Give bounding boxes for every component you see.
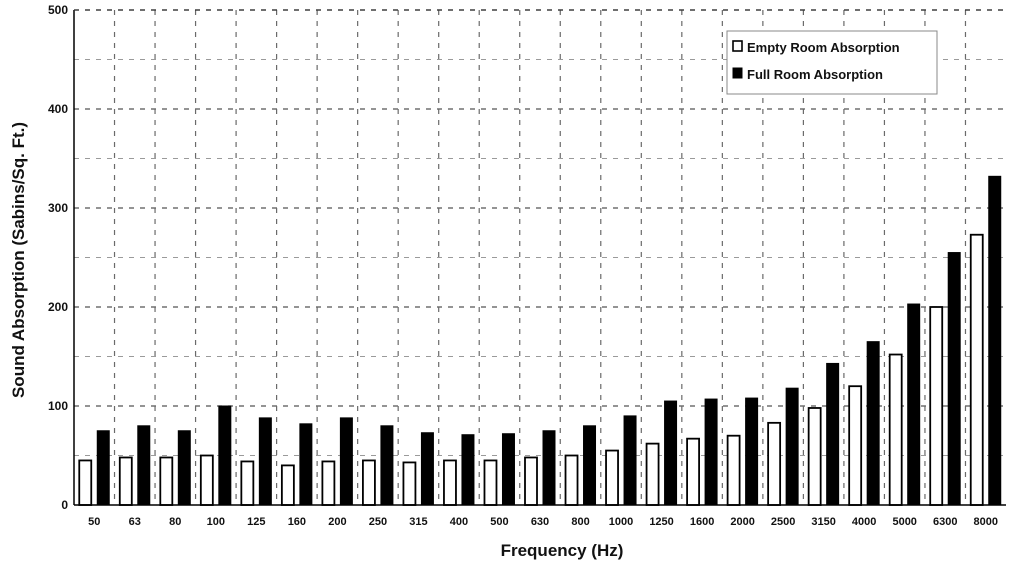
bar-empty-room [971, 235, 983, 505]
bar-full-room [300, 424, 312, 505]
x-tick-label: 1600 [690, 516, 714, 528]
legend: Empty Room Absorption Full Room Absorpti… [727, 31, 937, 94]
bar-empty-room [444, 460, 456, 505]
bar-empty-room [647, 444, 659, 505]
bar-empty-room [282, 465, 294, 505]
bar-empty-room [890, 355, 902, 505]
bar-full-room [381, 426, 393, 505]
x-tick-label: 50 [88, 516, 100, 528]
bar-empty-room [120, 457, 132, 505]
bar-empty-room [728, 436, 740, 505]
bar-full-room [584, 426, 596, 505]
legend-swatch-empty [733, 41, 742, 51]
bar-empty-room [403, 462, 415, 505]
x-tick-label: 315 [409, 516, 427, 528]
x-tick-label: 800 [571, 516, 589, 528]
x-tick-label: 8000 [973, 516, 997, 528]
x-tick-label: 2000 [730, 516, 754, 528]
y-tick-label: 400 [48, 102, 68, 116]
x-tick-label: 2500 [771, 516, 795, 528]
bar-full-room [746, 398, 758, 505]
bar-empty-room [809, 408, 821, 505]
bar-empty-room [484, 460, 496, 505]
x-tick-label: 80 [169, 516, 181, 528]
y-tick-label: 100 [48, 399, 68, 413]
bar-full-room [178, 431, 190, 505]
x-tick-label: 400 [450, 516, 468, 528]
x-tick-label: 630 [531, 516, 549, 528]
y-axis-title: Sound Absorption (Sabins/Sq. Ft.) [9, 122, 28, 398]
bar-empty-room [363, 460, 375, 505]
bar-full-room [989, 176, 1001, 505]
bar-full-room [340, 418, 352, 505]
bar-full-room [705, 399, 717, 505]
bar-full-room [138, 426, 150, 505]
bar-full-room [908, 304, 920, 505]
legend-swatch-full [733, 68, 742, 78]
bar-empty-room [79, 460, 91, 505]
x-tick-label: 4000 [852, 516, 876, 528]
x-axis-title: Frequency (Hz) [501, 541, 624, 560]
bar-empty-room [930, 307, 942, 505]
bar-full-room [624, 416, 636, 505]
y-tick-label: 300 [48, 201, 68, 215]
bar-full-room [543, 431, 555, 505]
x-tick-label: 250 [369, 516, 387, 528]
bar-empty-room [849, 386, 861, 505]
y-tick-label: 500 [48, 3, 68, 17]
bar-full-room [502, 434, 514, 505]
bar-empty-room [201, 456, 213, 506]
bar-full-room [948, 253, 960, 505]
bar-full-room [97, 431, 109, 505]
x-tick-label: 1000 [609, 516, 633, 528]
y-tick-label: 200 [48, 300, 68, 314]
bar-empty-room [687, 439, 699, 505]
x-tick-label: 5000 [892, 516, 916, 528]
bar-full-room [421, 433, 433, 505]
x-tick-label: 500 [490, 516, 508, 528]
bar-full-room [219, 406, 231, 505]
bar-empty-room [525, 457, 537, 505]
bar-full-room [665, 401, 677, 505]
bar-empty-room [606, 451, 618, 505]
bar-full-room [786, 388, 798, 505]
y-tick-label: 0 [61, 498, 68, 512]
bar-empty-room [241, 461, 253, 505]
bar-full-room [827, 363, 839, 505]
x-tick-label: 125 [247, 516, 265, 528]
bar-full-room [867, 342, 879, 505]
x-tick-label: 63 [129, 516, 141, 528]
x-tick-label: 6300 [933, 516, 957, 528]
legend-label-full: Full Room Absorption [747, 67, 883, 82]
x-tick-label: 3150 [811, 516, 835, 528]
bar-full-room [259, 418, 271, 505]
x-tick-label: 1250 [649, 516, 673, 528]
legend-label-empty: Empty Room Absorption [747, 40, 900, 55]
bar-full-room [462, 435, 474, 505]
bar-empty-room [768, 423, 780, 505]
x-tick-label: 160 [288, 516, 306, 528]
bar-empty-room [322, 461, 334, 505]
x-tick-label: 100 [207, 516, 225, 528]
bar-empty-room [566, 456, 578, 506]
bar-empty-room [160, 457, 172, 505]
x-tick-label: 200 [328, 516, 346, 528]
